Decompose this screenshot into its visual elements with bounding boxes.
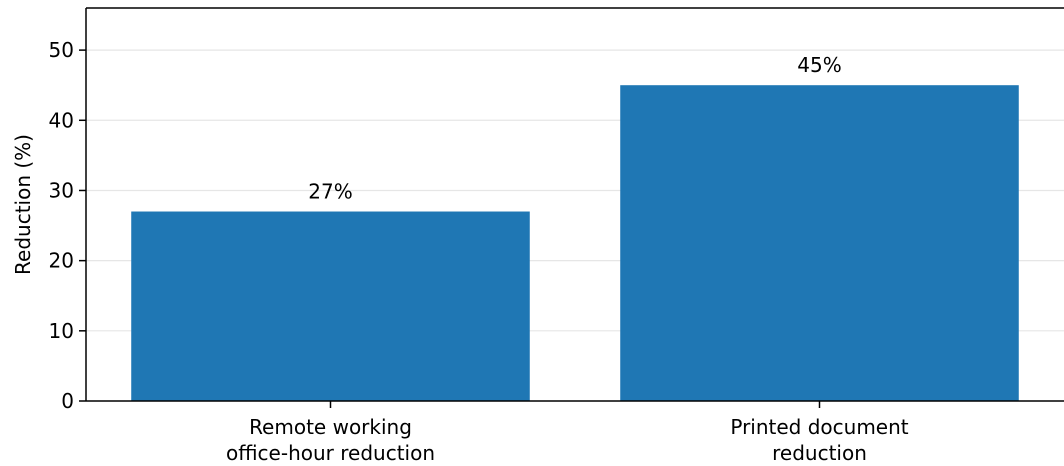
data-labels: 27% 45% [308, 53, 841, 203]
x-tick-label: Printed document reduction [730, 415, 908, 465]
x-ticks: Remote working office-hour reduction Print… [226, 401, 909, 465]
bars [131, 85, 1019, 402]
y-tick-label: 0 [61, 389, 74, 413]
y-tick-label: 20 [49, 249, 74, 273]
data-label: 45% [797, 53, 841, 77]
y-tick-label: 30 [49, 178, 74, 202]
data-label: 27% [308, 180, 352, 204]
y-ticks: 0 10 20 30 40 50 [49, 38, 86, 413]
axes [85, 7, 1064, 402]
y-tick-label: 10 [49, 319, 74, 343]
bar [131, 211, 530, 401]
x-tick-label: Remote working office-hour reduction [226, 415, 435, 465]
y-tick-label: 50 [49, 38, 74, 62]
y-tick-label: 40 [49, 108, 74, 132]
y-axis-title: Reduction (%) [11, 134, 35, 275]
bar [620, 85, 1019, 402]
